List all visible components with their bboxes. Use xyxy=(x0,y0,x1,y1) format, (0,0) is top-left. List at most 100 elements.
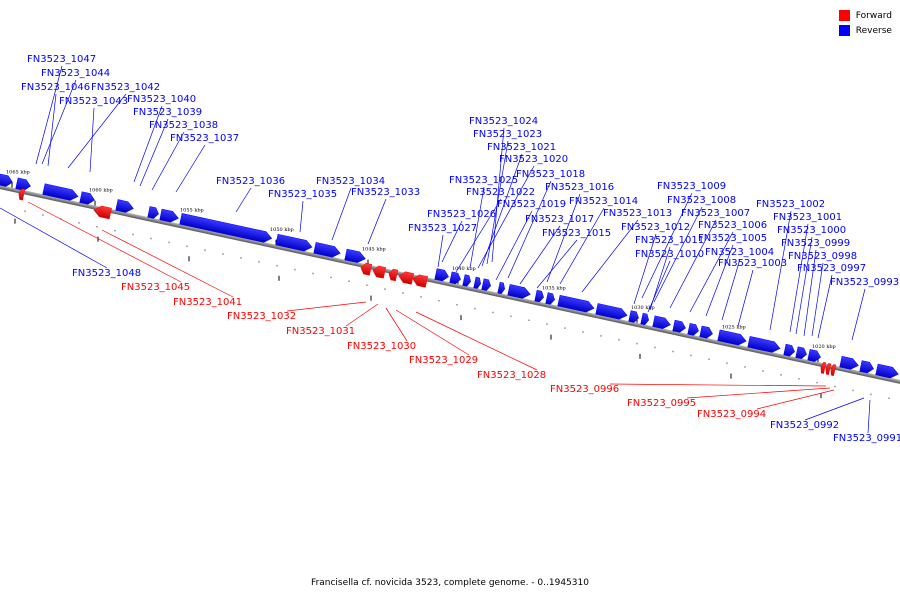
leader-line xyxy=(789,223,809,333)
reverse-gene xyxy=(595,303,628,320)
leader-line xyxy=(441,220,463,263)
leader-line xyxy=(477,165,535,269)
gene-label: FN3523_1025 xyxy=(449,175,518,186)
gene-label: FN3523_1016 xyxy=(545,182,614,193)
gene-label: FN3523_1003 xyxy=(718,258,787,269)
leader-line xyxy=(495,210,533,281)
leader-line xyxy=(721,258,741,321)
gene-label: FN3523_1040 xyxy=(127,94,196,105)
gene-label: FN3523_1031 xyxy=(286,326,355,337)
tick-label: 1040 kbp xyxy=(452,266,476,272)
leader-line xyxy=(331,187,352,241)
reverse-gene xyxy=(747,336,781,353)
tick-label: 1050 kbp xyxy=(270,227,294,233)
leader-line xyxy=(653,206,703,303)
reverse-gene xyxy=(875,363,899,379)
gene-label: FN3523_1007 xyxy=(681,208,750,219)
gene-label: FN3523_1028 xyxy=(477,370,546,381)
gene-label: FN3523_1006 xyxy=(698,220,767,231)
gene-label: FN3523_1020 xyxy=(499,154,568,165)
forward-gene xyxy=(830,364,837,377)
reverse-gene xyxy=(115,199,134,213)
reverse-gene xyxy=(672,319,686,333)
backbone-bar xyxy=(0,180,900,397)
leader-line xyxy=(641,192,693,299)
forward-gene xyxy=(93,205,112,220)
gene-label: FN3523_1045 xyxy=(121,282,190,293)
gene-label: FN3523_1024 xyxy=(469,116,538,127)
reverse-gene xyxy=(557,294,595,313)
leader-line xyxy=(89,107,95,173)
leader-line xyxy=(286,301,367,312)
gene-label: FN3523_1026 xyxy=(427,209,496,220)
gene-label: FN3523_1030 xyxy=(347,341,416,352)
reverse-gene xyxy=(179,213,273,243)
reverse-gene xyxy=(462,274,471,287)
forward-gene xyxy=(360,262,373,276)
reverse-gene xyxy=(159,208,179,223)
leader-line xyxy=(867,399,871,434)
leader-line xyxy=(345,303,379,327)
leader-line xyxy=(235,187,252,213)
leader-line xyxy=(47,93,57,167)
gene-label: FN3523_1017 xyxy=(525,214,594,225)
reverse-gene xyxy=(79,191,95,205)
leader-line xyxy=(299,200,304,233)
leader-line xyxy=(67,93,127,169)
gene-label: FN3523_1015 xyxy=(542,228,611,239)
leader-line xyxy=(469,186,485,269)
leader-line xyxy=(803,249,817,337)
reverse-gene xyxy=(42,183,79,201)
leader-line xyxy=(817,274,833,339)
leader-line xyxy=(491,127,505,263)
tick-label: 1060 kbp xyxy=(89,188,113,194)
gene-label: FN3523_0998 xyxy=(788,251,857,262)
leader-line xyxy=(581,219,639,293)
leader-line xyxy=(559,207,605,285)
gene-label: FN3523_1038 xyxy=(149,120,218,131)
reverse-gene xyxy=(481,278,491,291)
gene-label: FN3523_1013 xyxy=(603,208,672,219)
gene-label: FN3523_1008 xyxy=(667,195,736,206)
reverse-gene xyxy=(839,355,859,370)
gene-label: FN3523_1047 xyxy=(27,54,96,65)
reverse-gene xyxy=(497,281,505,295)
reverse-gene xyxy=(640,312,649,326)
leader-line xyxy=(437,234,444,268)
genome-caption: Francisella cf. novicida 3523, complete … xyxy=(311,578,589,588)
legend: Forward Reverse xyxy=(838,8,892,38)
forward-gene xyxy=(820,362,827,374)
reverse-gene xyxy=(473,276,481,289)
leader-line xyxy=(647,260,671,313)
reverse-gene xyxy=(449,271,461,285)
leader-line xyxy=(686,387,831,399)
reverse-gene xyxy=(275,233,313,252)
leader-line xyxy=(35,65,63,165)
legend-item-forward: Forward xyxy=(838,8,892,23)
tick-label: 1065 kbp xyxy=(6,170,30,176)
leader-line xyxy=(175,144,206,193)
gene-label: FN3523_1029 xyxy=(409,355,478,366)
gene-label: FN3523_1044 xyxy=(41,68,110,79)
gene-label: FN3523_0993 xyxy=(830,277,899,288)
leader-line xyxy=(101,229,234,298)
leader-line xyxy=(519,225,561,285)
forward-gene xyxy=(412,274,428,288)
reverse-gene xyxy=(0,173,13,187)
leader-line xyxy=(769,210,792,331)
leader-line xyxy=(804,397,865,421)
reverse-gene xyxy=(859,360,874,374)
gene-label: FN3523_1041 xyxy=(173,297,242,308)
leader-line xyxy=(737,269,754,327)
legend-label-forward: Forward xyxy=(855,10,892,21)
leader-line xyxy=(41,79,77,165)
gene-label: FN3523_1043 xyxy=(59,96,128,107)
gene-label: FN3523_1002 xyxy=(756,199,825,210)
forward-gene xyxy=(825,363,832,375)
reverse-gene xyxy=(507,284,531,299)
gene-label: FN3523_1027 xyxy=(408,223,477,234)
tick-label: 1035 kbp xyxy=(542,286,566,292)
leader-line xyxy=(811,262,824,337)
gene-label: FN3523_1009 xyxy=(657,181,726,192)
